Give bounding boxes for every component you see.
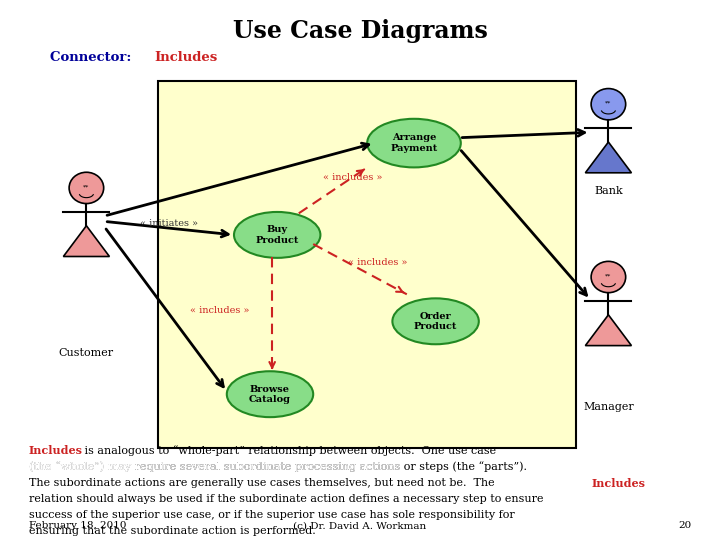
Text: « includes »: « includes »	[323, 173, 382, 181]
Text: **: **	[84, 184, 89, 190]
Text: (the “whole”) may require several subordinate processing actions or steps (the “: (the “whole”) may require several subord…	[29, 462, 527, 472]
Text: ensuring that the subordinate action is performed.: ensuring that the subordinate action is …	[29, 526, 315, 537]
FancyBboxPatch shape	[158, 81, 576, 448]
Text: 20: 20	[678, 521, 691, 530]
Text: (the “whole”) may require several subordinate processing actions: (the “whole”) may require several subord…	[29, 462, 400, 472]
Ellipse shape	[69, 172, 104, 204]
Text: **: **	[606, 100, 611, 106]
Ellipse shape	[234, 212, 320, 258]
Text: Manager: Manager	[583, 402, 634, 413]
Ellipse shape	[367, 119, 461, 167]
Ellipse shape	[591, 261, 626, 293]
Text: The subordinate actions are generally use cases themselves, but need not be.  Th: The subordinate actions are generally us…	[29, 478, 498, 488]
Ellipse shape	[591, 89, 626, 120]
Text: is analogous to “whole-part” relationship between objects.  One use case: is analogous to “whole-part” relationshi…	[81, 446, 497, 456]
Text: Includes: Includes	[29, 446, 83, 456]
Text: success of the superior use case, or if the superior use case has sole responsib: success of the superior use case, or if …	[29, 510, 515, 521]
Polygon shape	[585, 142, 631, 173]
Text: (c) Dr. David A. Workman: (c) Dr. David A. Workman	[293, 521, 427, 530]
Text: Includes: Includes	[155, 51, 218, 64]
Text: Browse
Catalog: Browse Catalog	[249, 384, 291, 404]
Ellipse shape	[227, 372, 313, 417]
Text: Includes: Includes	[592, 478, 646, 489]
Text: Buy
Product: Buy Product	[256, 225, 299, 245]
Text: « includes »: « includes »	[190, 306, 249, 315]
Text: Customer: Customer	[59, 348, 114, 359]
Text: Bank: Bank	[594, 186, 623, 197]
Text: Use Case Diagrams: Use Case Diagrams	[233, 19, 487, 43]
Text: **: **	[606, 273, 611, 279]
Text: Arrange
Payment: Arrange Payment	[390, 133, 438, 153]
Text: Order
Product: Order Product	[414, 312, 457, 331]
Ellipse shape	[392, 298, 479, 345]
Text: February 18, 2010: February 18, 2010	[29, 521, 126, 530]
Text: Connector:: Connector:	[50, 51, 136, 64]
Text: « initiates »: « initiates »	[140, 219, 198, 228]
Text: « includes »: « includes »	[348, 258, 408, 267]
Polygon shape	[63, 226, 109, 256]
Text: (the “whole”) may: (the “whole”) may	[29, 462, 135, 472]
Polygon shape	[585, 315, 631, 346]
Text: relation should always be used if the subordinate action defines a necessary ste: relation should always be used if the su…	[29, 494, 544, 504]
